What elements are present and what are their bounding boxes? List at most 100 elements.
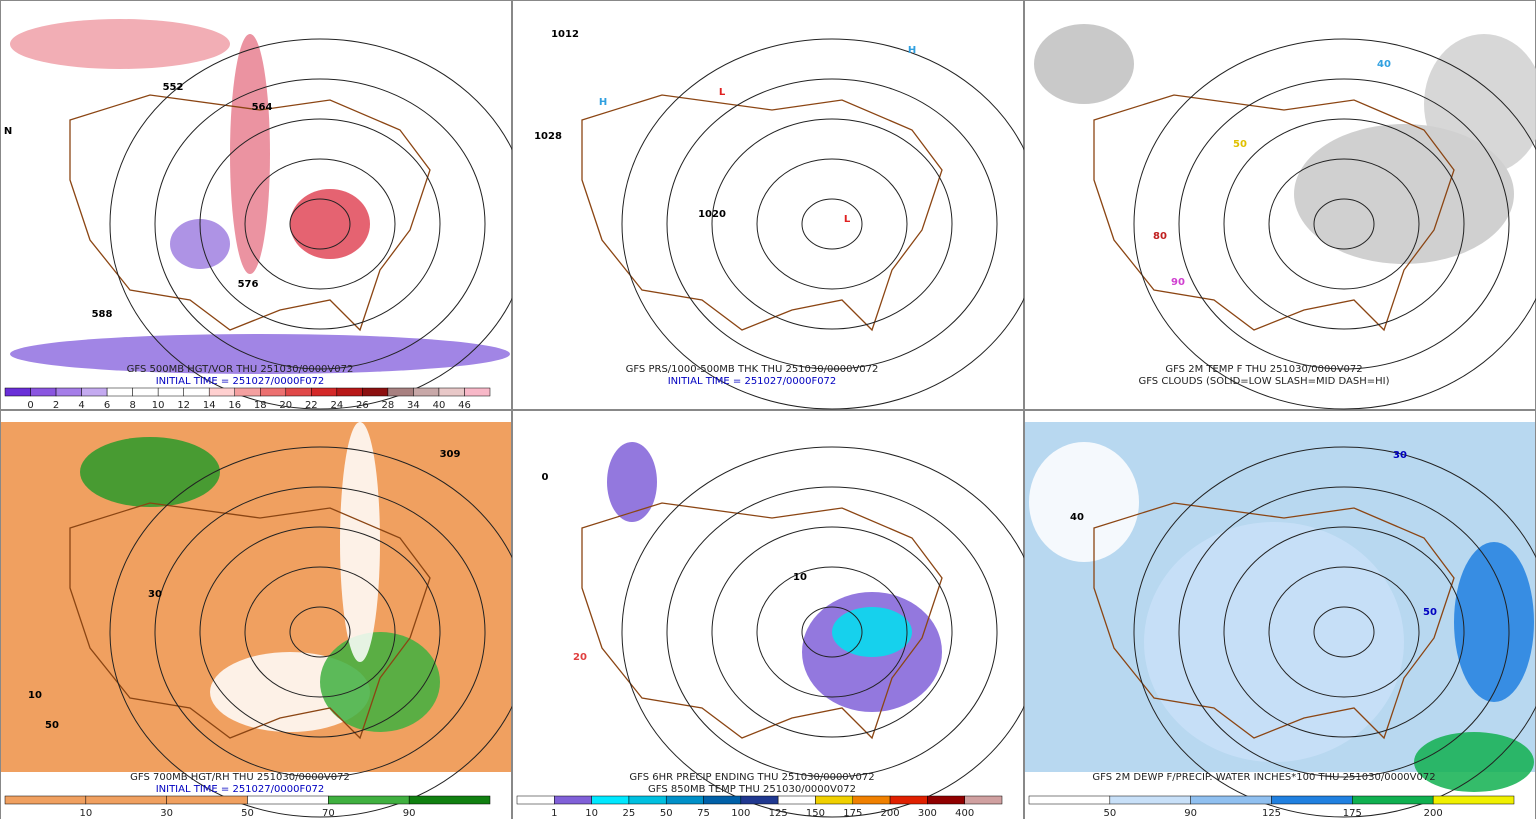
map-label: 50 — [45, 720, 59, 731]
map-field — [1424, 34, 1536, 174]
colorbar-label: 50 — [241, 808, 254, 819]
colorbar-swatch — [408, 795, 491, 805]
map-borders — [581, 94, 943, 332]
contour — [1313, 606, 1375, 658]
map-field — [1414, 732, 1534, 792]
map-label: 20 — [573, 652, 587, 663]
colorbar-label: 50 — [1103, 808, 1116, 819]
colorbar-swatch — [740, 795, 779, 805]
map-label: 564 — [252, 102, 273, 113]
map-label: 309 — [440, 449, 461, 460]
map-label: 10 — [28, 690, 42, 701]
colorbar-swatch — [554, 795, 592, 805]
colorbar-label: 10 — [585, 808, 598, 819]
contour — [1223, 118, 1465, 330]
colorbar-label: 50 — [660, 808, 673, 819]
colorbar-swatch — [336, 387, 363, 397]
contour — [1223, 526, 1465, 738]
colorbar-swatch — [852, 795, 891, 805]
map-label: 576 — [238, 279, 259, 290]
colorbar-label: 175 — [1343, 808, 1362, 819]
colorbar-swatch — [81, 387, 108, 397]
colorbar-swatch — [628, 795, 667, 805]
colorbar-label: 0 — [27, 400, 33, 411]
colorbar-label: 10 — [152, 400, 165, 411]
colorbar-swatch — [464, 387, 491, 397]
contour — [1268, 566, 1420, 698]
colorbar-swatch — [777, 795, 816, 805]
colorbar-swatch — [260, 387, 287, 397]
colorbar-label: 200 — [881, 808, 900, 819]
panel: 552 564 576 588 N GFS 500MB HGT/VOR THU 25103… — [0, 0, 531, 411]
contour — [1268, 158, 1420, 290]
colorbar-label: 100 — [731, 808, 750, 819]
caption: GFS CLOUDS (SOLID=LOW SLASH=MID DASH=HI) — [1138, 376, 1389, 387]
map-label: 30 — [148, 589, 162, 600]
caption: GFS 500MB HGT/VOR THU 251030/0000V072 — [127, 364, 354, 375]
panel: 0 20 10 GFS 6HR PRECIP ENDING THU 251030/00… — [512, 410, 1043, 819]
colorbar-label: 25 — [623, 808, 636, 819]
colorbar-swatch — [703, 795, 742, 805]
contour — [1178, 78, 1510, 370]
map-label: 30 — [1393, 450, 1407, 461]
caption: GFS PRS/1000-500MB THK THU 251030/0000V0… — [626, 364, 879, 375]
map-label: 40 — [1377, 59, 1391, 70]
colorbar-label: 4 — [78, 400, 84, 411]
map-field — [607, 442, 657, 522]
map-label: 50 — [1233, 139, 1247, 150]
colorbar-swatch — [413, 387, 440, 397]
colorbar-label: 300 — [918, 808, 937, 819]
contour — [756, 566, 908, 698]
colorbar-label: 18 — [254, 400, 267, 411]
map-borders — [1093, 94, 1455, 332]
colorbar-label: 90 — [403, 808, 416, 819]
colorbar-label: 125 — [769, 808, 788, 819]
colorbar-label: 28 — [382, 400, 395, 411]
contour — [289, 606, 351, 658]
colorbar-label: 20 — [279, 400, 292, 411]
colorbar-swatch — [285, 387, 312, 397]
colorbar-swatch — [591, 795, 630, 805]
colorbar-swatch — [1432, 795, 1515, 805]
map-label: 90 — [1171, 277, 1185, 288]
contour — [1313, 198, 1375, 250]
map-field — [230, 34, 270, 274]
colorbar-label: 125 — [1262, 808, 1281, 819]
contour — [244, 566, 396, 698]
colorbar-swatch — [247, 795, 329, 805]
colorbar-label: 16 — [228, 400, 241, 411]
colorbar-label: 8 — [129, 400, 135, 411]
map-label: N — [4, 126, 12, 137]
colorbar-swatch — [106, 387, 133, 397]
map-field — [1454, 542, 1534, 702]
contour — [154, 486, 486, 778]
contour — [199, 118, 441, 330]
colorbar-swatch — [4, 387, 31, 397]
colorbar-label: 175 — [843, 808, 862, 819]
colorbar-label: 46 — [458, 400, 471, 411]
colorbar-swatch — [85, 795, 167, 805]
contour — [1133, 446, 1536, 818]
map-label: 1028 — [534, 131, 562, 142]
map-label: 588 — [92, 309, 113, 320]
colorbar-swatch — [1028, 795, 1111, 805]
map-borders — [69, 94, 431, 332]
map-field — [170, 219, 230, 269]
contour — [756, 158, 908, 290]
colorbar-swatch — [183, 387, 210, 397]
colorbar-label: 34 — [407, 400, 420, 411]
colorbar-label: 14 — [203, 400, 216, 411]
caption: GFS 850MB TEMP THU 251030/0000V072 — [648, 784, 856, 795]
map-label: H — [908, 45, 916, 56]
map-label: 1012 — [551, 29, 579, 40]
contour — [1178, 486, 1510, 778]
caption: GFS 2M DEWP F/PRECIP. WATER INCHES*100 T… — [1092, 772, 1435, 783]
colorbar-swatch — [362, 387, 389, 397]
colorbar-swatch — [516, 795, 555, 805]
contour — [801, 198, 863, 250]
colorbar-swatch — [208, 387, 235, 397]
contour — [666, 486, 998, 778]
contour — [289, 198, 351, 250]
caption: INITIAL TIME = 251027/0000F072 — [156, 376, 325, 387]
colorbar-swatch — [815, 795, 854, 805]
